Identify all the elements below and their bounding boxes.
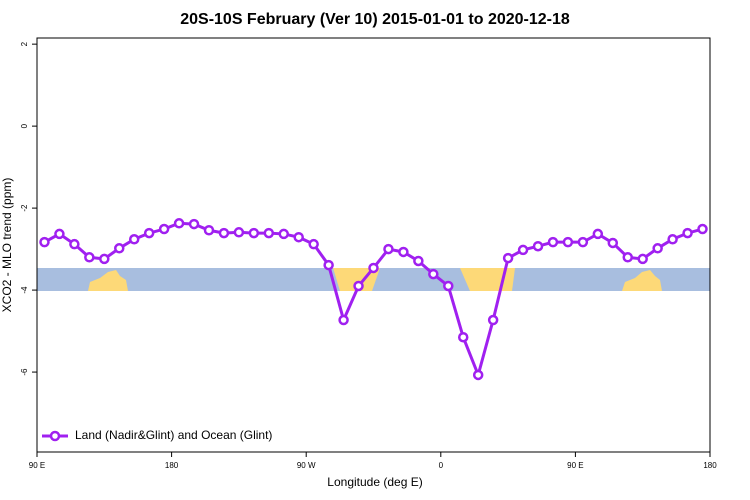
x-tick-label: 90 W: [297, 461, 316, 470]
data-point: [547, 236, 559, 248]
y-tick-label: 0: [20, 123, 29, 128]
data-point: [592, 228, 604, 240]
data-point: [443, 280, 454, 292]
data-point: [502, 252, 514, 264]
data-point: [143, 227, 155, 239]
data-point: [517, 244, 529, 256]
data-point: [353, 280, 364, 292]
data-point: [487, 314, 499, 326]
data-point: [637, 253, 648, 265]
data-point: [428, 268, 439, 280]
data-point: [697, 223, 708, 235]
y-tick-label: -4: [20, 286, 29, 294]
data-point: [667, 234, 678, 245]
series-line: [43, 221, 703, 380]
data-point: [248, 227, 260, 239]
x-tick-label: 0: [439, 461, 444, 470]
data-point: [652, 243, 663, 254]
data-point: [308, 238, 319, 250]
data-point: [398, 246, 409, 258]
data-point: [383, 243, 394, 255]
y-tick-label: -2: [20, 204, 29, 212]
y-axis-label: XCO2 - MLO trend (ppm): [0, 178, 14, 313]
data-point: [368, 262, 379, 274]
data-point: [39, 236, 50, 248]
data-point: [323, 259, 334, 271]
data-point: [457, 331, 469, 343]
data-point: [263, 227, 275, 239]
y-tick-label: -6: [20, 368, 29, 376]
data-point: [532, 240, 544, 252]
data-point: [338, 314, 349, 326]
data-point: [69, 238, 80, 250]
x-tick-label: 90 E: [567, 461, 583, 470]
data-point: [218, 227, 230, 239]
data-point: [114, 243, 125, 254]
legend-marker: [49, 430, 61, 442]
data-point: [278, 228, 290, 240]
legend-label: Land (Nadir&Glint) and Ocean (Glint): [75, 428, 272, 442]
data-point: [682, 227, 693, 239]
data-point: [293, 231, 304, 243]
data-point: [128, 234, 140, 245]
data-point: [173, 218, 185, 229]
data-point: [577, 236, 589, 248]
data-point: [622, 252, 633, 263]
data-point: [233, 227, 245, 238]
y-tick-label: 2: [20, 41, 29, 46]
x-tick-label: 90 E: [29, 461, 45, 470]
data-point: [84, 252, 95, 263]
chart-title: 20S-10S February (Ver 10) 2015-01-01 to …: [180, 11, 570, 28]
data-point: [413, 255, 424, 267]
x-tick-label: 180: [165, 461, 179, 470]
data-point: [99, 253, 110, 265]
data-point: [607, 237, 619, 249]
data-point: [472, 369, 484, 381]
data-point: [54, 228, 65, 240]
data-point: [188, 218, 200, 230]
x-tick-label: 180: [703, 461, 717, 470]
x-axis-label: Longitude (deg E): [327, 475, 422, 489]
data-point: [562, 236, 574, 248]
data-point: [203, 224, 215, 236]
plot-frame: [36, 37, 711, 453]
data-point: [158, 223, 170, 235]
